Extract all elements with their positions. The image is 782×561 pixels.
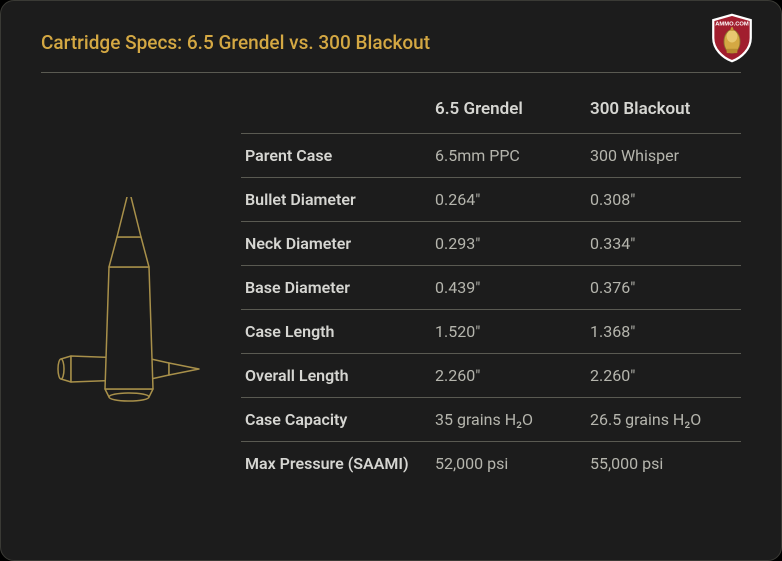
row-value: 55,000 psi [586,442,741,486]
row-label: Max Pressure (SAAMI) [241,442,431,486]
content-row: 6.5 Grendel 300 Blackout Parent Case 6.5… [41,87,741,485]
row-value: 0.264" [431,178,586,222]
header-divider [41,72,741,73]
row-value: 0.334" [586,222,741,266]
header-col2: 300 Blackout [586,87,741,134]
spec-table: 6.5 Grendel 300 Blackout Parent Case 6.5… [241,87,741,485]
row-label: Case Length [241,310,431,354]
table-row: Case Capacity 35 grains H₂O 26.5 grains … [241,398,741,442]
cartridge-icon [41,197,221,427]
table-row: Base Diameter 0.439" 0.376" [241,266,741,310]
table-row: Overall Length 2.260" 2.260" [241,354,741,398]
row-value: 0.376" [586,266,741,310]
row-value: 0.308" [586,178,741,222]
row-label: Neck Diameter [241,222,431,266]
row-value: 2.260" [431,354,586,398]
row-value: 2.260" [586,354,741,398]
row-label: Base Diameter [241,266,431,310]
header-col1: 6.5 Grendel [431,87,586,134]
row-value: 35 grains H₂O [431,398,586,442]
table-row: Case Length 1.520" 1.368" [241,310,741,354]
table-header-row: 6.5 Grendel 300 Blackout [241,87,741,134]
table-row: Max Pressure (SAAMI) 52,000 psi 55,000 p… [241,442,741,486]
row-value: 1.520" [431,310,586,354]
row-value: 1.368" [586,310,741,354]
row-value: 0.293" [431,222,586,266]
spec-table-wrap: 6.5 Grendel 300 Blackout Parent Case 6.5… [241,87,741,485]
page-title: Cartridge Specs: 6.5 Grendel vs. 300 Bla… [41,31,430,54]
table-row: Neck Diameter 0.293" 0.334" [241,222,741,266]
row-value: 0.439" [431,266,586,310]
card-container: Cartridge Specs: 6.5 Grendel vs. 300 Bla… [0,0,782,561]
row-label: Case Capacity [241,398,431,442]
shield-icon: AMMO.COM [707,13,757,63]
row-value: 26.5 grains H₂O [586,398,741,442]
header-blank [241,87,431,134]
table-row: Parent Case 6.5mm PPC 300 Whisper [241,134,741,178]
header: Cartridge Specs: 6.5 Grendel vs. 300 Bla… [41,31,741,54]
row-label: Overall Length [241,354,431,398]
table-row: Bullet Diameter 0.264" 0.308" [241,178,741,222]
row-label: Bullet Diameter [241,178,431,222]
row-value: 52,000 psi [431,442,586,486]
row-value: 300 Whisper [586,134,741,178]
row-label: Parent Case [241,134,431,178]
bullet-illustration [41,87,241,485]
brand-logo: AMMO.COM [707,13,761,67]
svg-text:AMMO.COM: AMMO.COM [715,22,749,28]
row-value: 6.5mm PPC [431,134,586,178]
